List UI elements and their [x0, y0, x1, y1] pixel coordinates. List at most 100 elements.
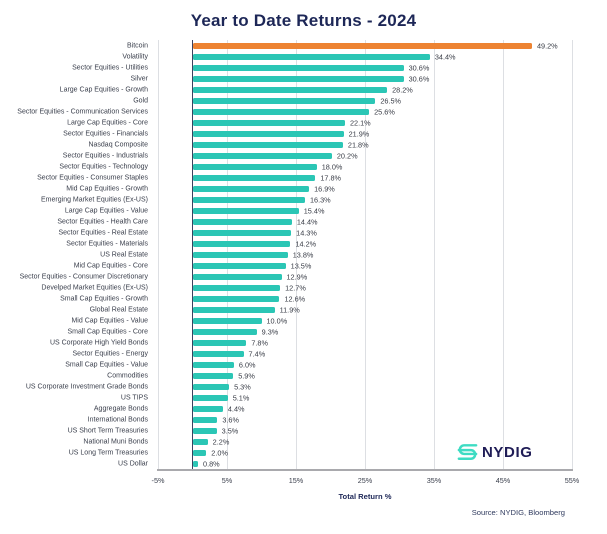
bar	[192, 306, 275, 313]
bar	[192, 361, 234, 368]
bar-label: Small Cap Equities - Value	[65, 361, 148, 368]
bar-label: Sector Equities - Consumer Discretionary	[19, 273, 148, 280]
bar-value: 26.5%	[380, 96, 402, 105]
gridline	[502, 40, 504, 469]
bar-label: US Corporate Investment Grade Bonds	[25, 383, 148, 390]
bar-value: 4.4%	[227, 404, 245, 413]
bar	[192, 218, 292, 225]
bar-label: Sector Equities - Consumer Staples	[37, 174, 148, 181]
bar-value: 15.4%	[303, 206, 325, 215]
bar-label: Mid Cap Equities - Growth	[66, 185, 148, 192]
bar-value: 10.0%	[266, 316, 288, 325]
bar	[192, 196, 305, 203]
bar	[192, 339, 247, 346]
bar-value: 20.2%	[336, 151, 358, 160]
gridline	[295, 40, 297, 469]
bar	[192, 130, 344, 137]
bar-label: US Short Term Treasuries	[67, 427, 148, 434]
bar-value: 25.6%	[374, 107, 395, 116]
bar	[192, 262, 286, 269]
bar-label: International Bonds	[87, 416, 148, 423]
bar	[192, 207, 299, 214]
bar-label: Commodities	[107, 372, 148, 379]
bar-value: 3.5%	[221, 426, 239, 435]
bar-value: 9.3%	[261, 327, 279, 336]
bar-value: 0.8%	[203, 459, 220, 468]
bar-value: 28.2%	[392, 85, 413, 94]
bar-label: Small Cap Equities - Growth	[60, 295, 148, 302]
chart-title: Year to Date Returns - 2024	[190, 11, 417, 30]
bar-label: Large Cap Equities - Growth	[59, 86, 148, 93]
bar	[192, 317, 262, 324]
bar-value: 22.1%	[349, 118, 371, 127]
bar-value: 13.8%	[292, 250, 314, 259]
bar	[192, 284, 281, 291]
bar-value: 14.4%	[296, 217, 318, 226]
x-axis-title: Total Return %	[338, 492, 392, 501]
bar	[192, 427, 217, 434]
bar-label: Small Cap Equities - Core	[67, 328, 148, 335]
bar-label: Sector Equities - Materials	[66, 240, 148, 247]
bar	[192, 394, 228, 401]
bar-label: US Dollar	[118, 460, 148, 467]
bar	[192, 295, 280, 302]
x-tick-label: 25%	[357, 476, 373, 485]
bar-value: 18.0%	[321, 162, 343, 171]
bar-value: 34.4%	[434, 52, 456, 61]
bar	[192, 119, 345, 126]
bar-value: 5.1%	[232, 393, 250, 402]
bar	[192, 108, 370, 115]
bar	[192, 350, 244, 357]
nydig-s-icon	[457, 444, 478, 460]
bar-label: Global Real Estate	[89, 306, 148, 313]
x-tick-label: 55%	[564, 476, 580, 485]
bar	[192, 251, 288, 258]
bar-value: 30.6%	[408, 63, 430, 72]
bar-label: US Real Estate	[100, 251, 148, 258]
bar	[192, 97, 376, 104]
bar	[192, 416, 218, 423]
bar-label: Sector Equities - Health Care	[57, 218, 148, 225]
zero-baseline	[191, 40, 194, 469]
bar-label: US TIPS	[120, 394, 148, 401]
bar-value: 21.8%	[347, 140, 369, 149]
bar-value: 16.9%	[314, 184, 335, 193]
bar	[192, 185, 310, 192]
bar-label: US Corporate High Yield Bonds	[49, 339, 148, 346]
bar-label: National Muni Bonds	[83, 438, 148, 445]
bar-label: Silver	[130, 75, 148, 82]
bar	[192, 273, 282, 280]
bar-label: Sector Equities - Energy	[72, 350, 148, 357]
bar-value: 14.3%	[296, 228, 317, 237]
bar-label: Sector Equities - Technology	[59, 163, 148, 170]
bar-value: 5.3%	[234, 382, 251, 391]
bar	[192, 460, 199, 467]
bar	[192, 438, 208, 445]
bar	[192, 174, 316, 181]
bar	[192, 64, 404, 71]
nydig-wordmark: NYDIG	[482, 444, 533, 461]
bar	[192, 53, 430, 60]
bar	[192, 42, 532, 49]
bar-label: Large Cap Equities - Core	[67, 119, 148, 126]
bar	[192, 240, 291, 247]
bar	[192, 449, 207, 456]
bar-value: 12.6%	[284, 294, 306, 303]
source-note: Source: NYDIG, Bloomberg	[471, 508, 565, 517]
x-tick-label: -5%	[151, 476, 165, 485]
bar-label: Mid Cap Equities - Core	[73, 262, 148, 269]
bar-value: 12.7%	[285, 283, 306, 292]
bar-label: Large Cap Equities - Value	[64, 207, 148, 214]
bar	[192, 405, 223, 412]
bar-value: 30.6%	[408, 74, 430, 83]
bar-label: Aggregate Bonds	[93, 405, 148, 412]
bar-label: Mid Cap Equities - Value	[71, 317, 148, 324]
bar-label: Sector Equities - Industrials	[62, 152, 148, 159]
x-tick-label: 5%	[221, 476, 233, 485]
plot-area: 49.2% 34.4% 30.6% 30.6% 28.2% 26.5% 25.6% 22.1%…	[157, 40, 573, 471]
gridline	[364, 40, 366, 469]
bar-label: Sector Equities - Communication Services	[17, 108, 148, 115]
bar	[192, 152, 332, 159]
x-axis-ticks: -5% 5% 15% 25% 35% 45% 55%	[0, 476, 607, 488]
